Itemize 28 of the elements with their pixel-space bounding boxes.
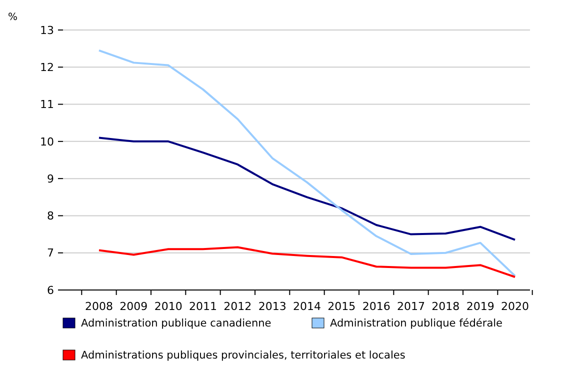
legend-label: Administration publique fédérale — [330, 318, 503, 330]
line-series — [98, 136, 516, 241]
y-tick-label: 6 — [47, 284, 54, 297]
x-tick-label: 2010 — [154, 300, 182, 313]
x-tick-label: 2008 — [85, 300, 113, 313]
x-tick-label: 2019 — [466, 300, 494, 313]
y-tick-label: 11 — [40, 98, 54, 112]
y-tick-label: 13 — [40, 24, 54, 37]
x-tick-label: 2017 — [397, 300, 425, 313]
x-tick-label: 2020 — [501, 300, 529, 313]
y-tick-label: 9 — [47, 172, 54, 186]
legend-label: Administrations publiques provinciales, territoriales et locales — [81, 350, 406, 362]
y-axis-title: % — [8, 12, 18, 23]
x-tick-label: 2018 — [432, 300, 460, 313]
x-tick-label: 2011 — [189, 300, 217, 313]
x-tick-label: 2014 — [293, 300, 321, 313]
x-tick-label: 2016 — [362, 300, 390, 313]
y-tick-label: 7 — [47, 246, 54, 260]
x-tick-label: 2009 — [120, 300, 148, 313]
x-tick-label: 2015 — [328, 300, 356, 313]
x-tick-label: 2012 — [224, 300, 252, 313]
y-tick-label: 12 — [40, 60, 54, 74]
line-series — [98, 49, 516, 277]
legend-label: Administration publique canadienne — [81, 318, 272, 330]
y-tick-label: 8 — [47, 210, 54, 223]
line-series — [98, 246, 516, 278]
x-tick-label: 2013 — [258, 300, 286, 313]
y-tick-label: 10 — [40, 135, 54, 148]
